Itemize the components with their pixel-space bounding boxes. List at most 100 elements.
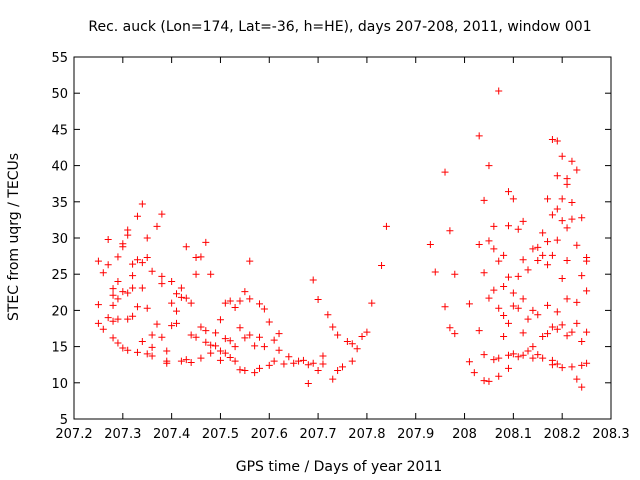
x-tick-label: 207.5	[202, 427, 239, 442]
data-point	[173, 290, 181, 298]
data-point	[558, 195, 566, 203]
data-point	[124, 289, 132, 297]
data-point	[553, 325, 561, 333]
data-point	[490, 356, 498, 364]
data-point	[104, 314, 112, 322]
data-point	[114, 295, 122, 303]
y-tick-label: 15	[51, 341, 68, 356]
data-point	[241, 288, 249, 296]
data-point	[236, 297, 244, 305]
data-point	[129, 272, 137, 280]
data-point	[583, 359, 591, 367]
data-point	[534, 351, 542, 359]
data-point	[231, 343, 239, 351]
y-tick-label: 55	[51, 51, 68, 66]
data-point	[558, 321, 566, 329]
data-point	[143, 350, 151, 358]
x-axis-ticks: 207.2 207.3 207.4 207.5 207.6 207.7 207.8 207.9…	[55, 57, 630, 442]
data-point	[544, 261, 552, 269]
data-point	[578, 338, 586, 346]
data-point	[583, 287, 591, 295]
data-point	[480, 269, 488, 277]
data-point	[353, 345, 361, 353]
data-point	[548, 251, 556, 259]
data-point	[304, 361, 312, 369]
data-point	[158, 210, 166, 218]
x-tick-label: 207.9	[397, 427, 434, 442]
data-point	[583, 257, 591, 265]
data-point	[504, 364, 512, 372]
data-point	[553, 172, 561, 180]
data-point	[544, 330, 552, 338]
data-point	[451, 270, 459, 278]
y-tick-label: 45	[51, 123, 68, 138]
data-point	[133, 348, 141, 356]
data-point	[182, 243, 190, 251]
data-point	[382, 222, 390, 230]
data-point	[524, 347, 532, 355]
data-point	[446, 324, 454, 332]
data-point	[109, 301, 117, 309]
data-point	[480, 196, 488, 204]
data-point	[573, 166, 581, 174]
x-tick-label: 208.2	[544, 427, 581, 442]
data-point	[544, 195, 552, 203]
data-point	[226, 353, 234, 361]
data-point	[500, 311, 508, 319]
plot-frame	[73, 56, 612, 420]
data-point	[504, 351, 512, 359]
data-point	[500, 251, 508, 259]
data-point	[212, 342, 220, 350]
data-point	[529, 354, 537, 362]
data-point	[153, 320, 161, 328]
data-point	[177, 284, 185, 292]
data-point	[216, 356, 224, 364]
data-point	[143, 304, 151, 312]
x-tick-label: 207.4	[153, 427, 190, 442]
data-point	[138, 200, 146, 208]
data-point	[256, 364, 264, 372]
data-point	[202, 338, 210, 346]
data-point	[334, 366, 342, 374]
data-point	[348, 340, 356, 348]
data-point	[470, 369, 478, 377]
data-point	[304, 380, 312, 388]
y-axis-ticks: 5 10 15 20 25 30 35 40 45 50 55	[51, 51, 611, 428]
data-point	[519, 329, 527, 337]
y-tick-label: 50	[51, 87, 68, 102]
data-point	[529, 245, 537, 253]
data-point	[465, 358, 473, 366]
x-tick-label: 208	[452, 427, 477, 442]
data-point	[485, 294, 493, 302]
data-point	[236, 366, 244, 374]
data-point	[133, 256, 141, 264]
data-point	[553, 236, 561, 244]
data-point	[207, 349, 215, 357]
data-point	[221, 299, 229, 307]
data-point	[578, 383, 586, 391]
data-point	[207, 341, 215, 349]
data-point	[129, 312, 137, 320]
data-point	[148, 331, 156, 339]
data-point	[241, 334, 249, 342]
data-point	[480, 351, 488, 359]
data-point	[94, 257, 102, 265]
data-point	[451, 330, 459, 338]
x-tick-label: 207.8	[348, 427, 385, 442]
data-point	[173, 307, 181, 315]
data-point	[568, 199, 576, 207]
data-point	[231, 304, 239, 312]
data-point	[578, 272, 586, 280]
y-tick-label: 5	[60, 413, 68, 428]
data-point	[534, 243, 542, 251]
data-point	[514, 353, 522, 361]
data-point	[226, 297, 234, 305]
data-point	[563, 295, 571, 303]
data-point	[568, 363, 576, 371]
data-point	[168, 277, 176, 285]
data-point	[558, 364, 566, 372]
data-point	[495, 304, 503, 312]
data-point	[519, 256, 527, 264]
data-point	[168, 299, 176, 307]
